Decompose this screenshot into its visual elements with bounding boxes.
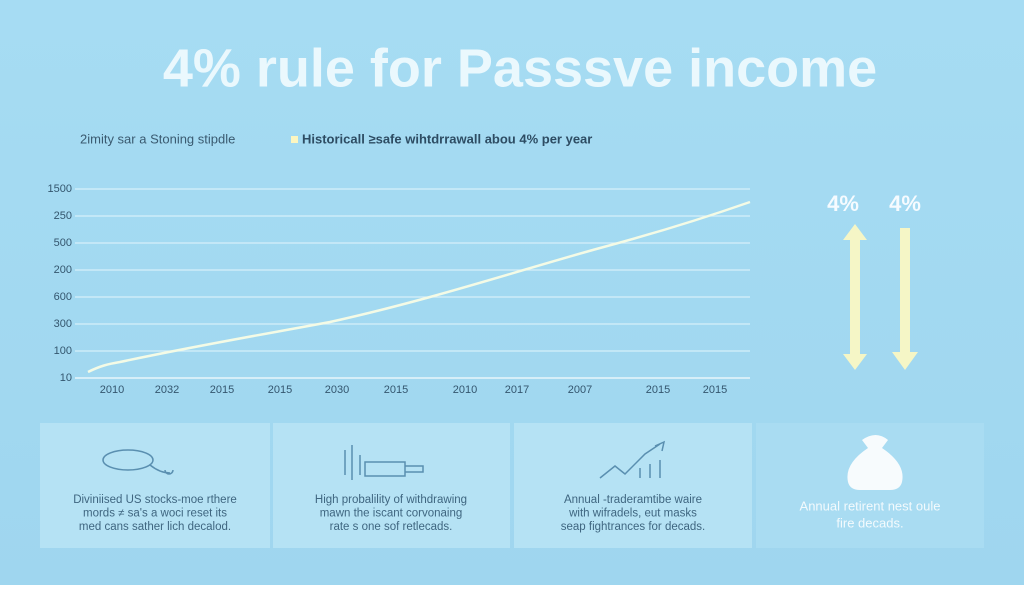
x-label: 2007	[568, 384, 592, 396]
x-label: 2015	[268, 384, 292, 396]
x-label: 2030	[325, 384, 349, 396]
card-text: seap fightrances for decads.	[561, 521, 705, 533]
y-label: 250	[54, 210, 72, 222]
x-label: 2010	[100, 384, 124, 396]
card	[40, 423, 270, 548]
y-label: 500	[54, 237, 72, 249]
card-text: Diviniised US stocks-moe rthere	[73, 494, 237, 506]
cards: Diviniised US stocks-moe rthere mords ≠ s…	[40, 423, 984, 548]
subtitle-left: 2imity sar a Stoning stipdle	[80, 131, 235, 146]
y-label: 1500	[48, 183, 72, 195]
subtitle-right: Historicall ≥safe wihtdrrawall abou 4% p…	[302, 131, 592, 146]
arrow-label: 4%	[889, 191, 921, 216]
x-label: 2015	[210, 384, 234, 396]
title: 4% rule for Passsve income	[163, 38, 877, 98]
arrows	[843, 224, 918, 370]
x-label: 2010	[453, 384, 477, 396]
y-label: 100	[54, 345, 72, 357]
card-text: mords ≠ sa's a woci reset its	[83, 508, 227, 520]
chart-grid	[75, 188, 750, 352]
y-label: 10	[60, 372, 72, 384]
card-icon	[102, 440, 666, 480]
card-text: mawn the iscant corvonaing	[320, 508, 463, 520]
y-label: 200	[54, 264, 72, 276]
x-label: 2017	[505, 384, 529, 396]
card	[273, 423, 510, 548]
trend-line	[87, 200, 751, 374]
x-label: 2015	[703, 384, 727, 396]
x-label: 2015	[646, 384, 670, 396]
card	[514, 423, 752, 548]
card-text: rate s one sof retlecads.	[330, 521, 453, 533]
y-label: 600	[54, 291, 72, 303]
x-label: 2015	[384, 384, 408, 396]
card-text: Annual retirent nest oule	[800, 498, 941, 513]
card-icon	[847, 435, 903, 490]
x-label: 2032	[155, 384, 179, 396]
card-text: Annual -traderamtibe waire	[564, 494, 702, 506]
legend-swatch	[291, 136, 298, 143]
card-text: with wifradels, eut masks	[568, 508, 697, 520]
card-text: med cans sather lich decalod.	[79, 521, 231, 533]
arrow-label: 4%	[827, 191, 859, 216]
card-text: fire decads.	[836, 515, 903, 530]
card-text: High probalility of withdrawing	[315, 494, 467, 506]
y-label: 300	[54, 318, 72, 330]
